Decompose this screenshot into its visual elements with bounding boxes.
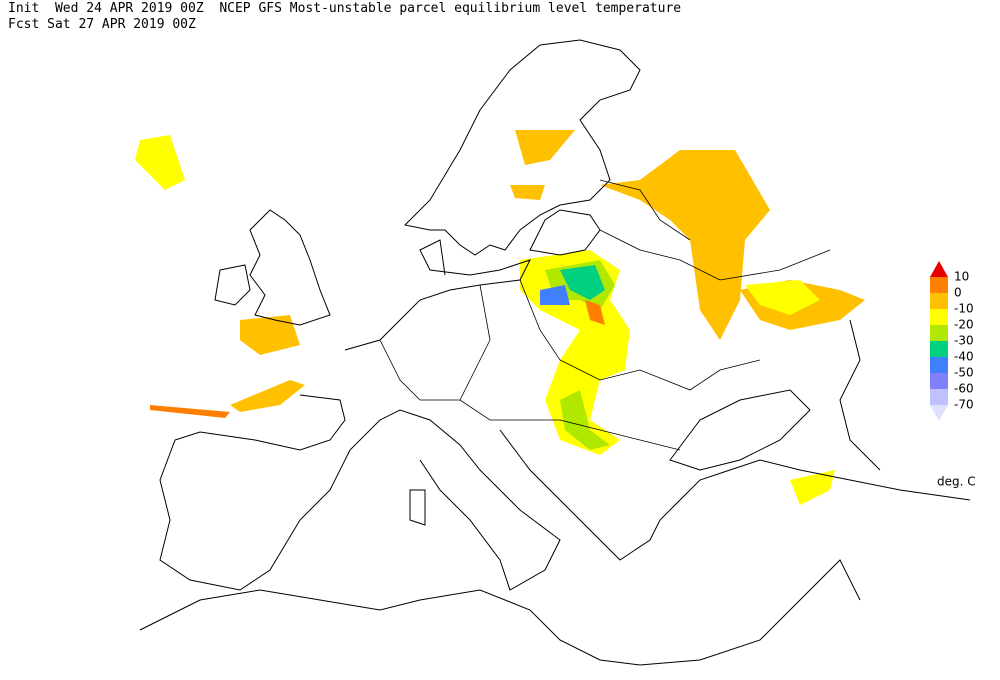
legend-swatch — [930, 389, 948, 405]
field-areas — [135, 130, 865, 505]
legend-label: -40 — [954, 350, 974, 364]
coastlines — [139, 39, 971, 666]
legend-label: 0 — [954, 286, 962, 300]
legend-swatch — [930, 357, 948, 373]
legend-swatch — [930, 277, 948, 293]
header-line: Fcst Sat 27 APR 2019 00Z — [8, 17, 196, 32]
legend-unit: deg. C — [937, 475, 976, 489]
legend-label: -70 — [954, 398, 974, 412]
legend-label: -50 — [954, 366, 974, 380]
legend-swatch — [930, 405, 948, 421]
legend-swatch — [930, 293, 948, 309]
header-line: Init Wed 24 APR 2019 00Z NCEP GFS Most-u… — [8, 1, 682, 16]
borders — [379, 179, 831, 451]
legend-label: -10 — [954, 302, 974, 316]
legend-label: -60 — [954, 382, 974, 396]
legend-swatch — [930, 325, 948, 341]
legend-swatch — [930, 341, 948, 357]
legend-swatch — [930, 373, 948, 389]
legend-label: 10 — [954, 270, 969, 284]
legend-swatch — [930, 309, 948, 325]
legend-label: -20 — [954, 318, 974, 332]
legend-label: -30 — [954, 334, 974, 348]
legend-swatch — [930, 261, 948, 277]
